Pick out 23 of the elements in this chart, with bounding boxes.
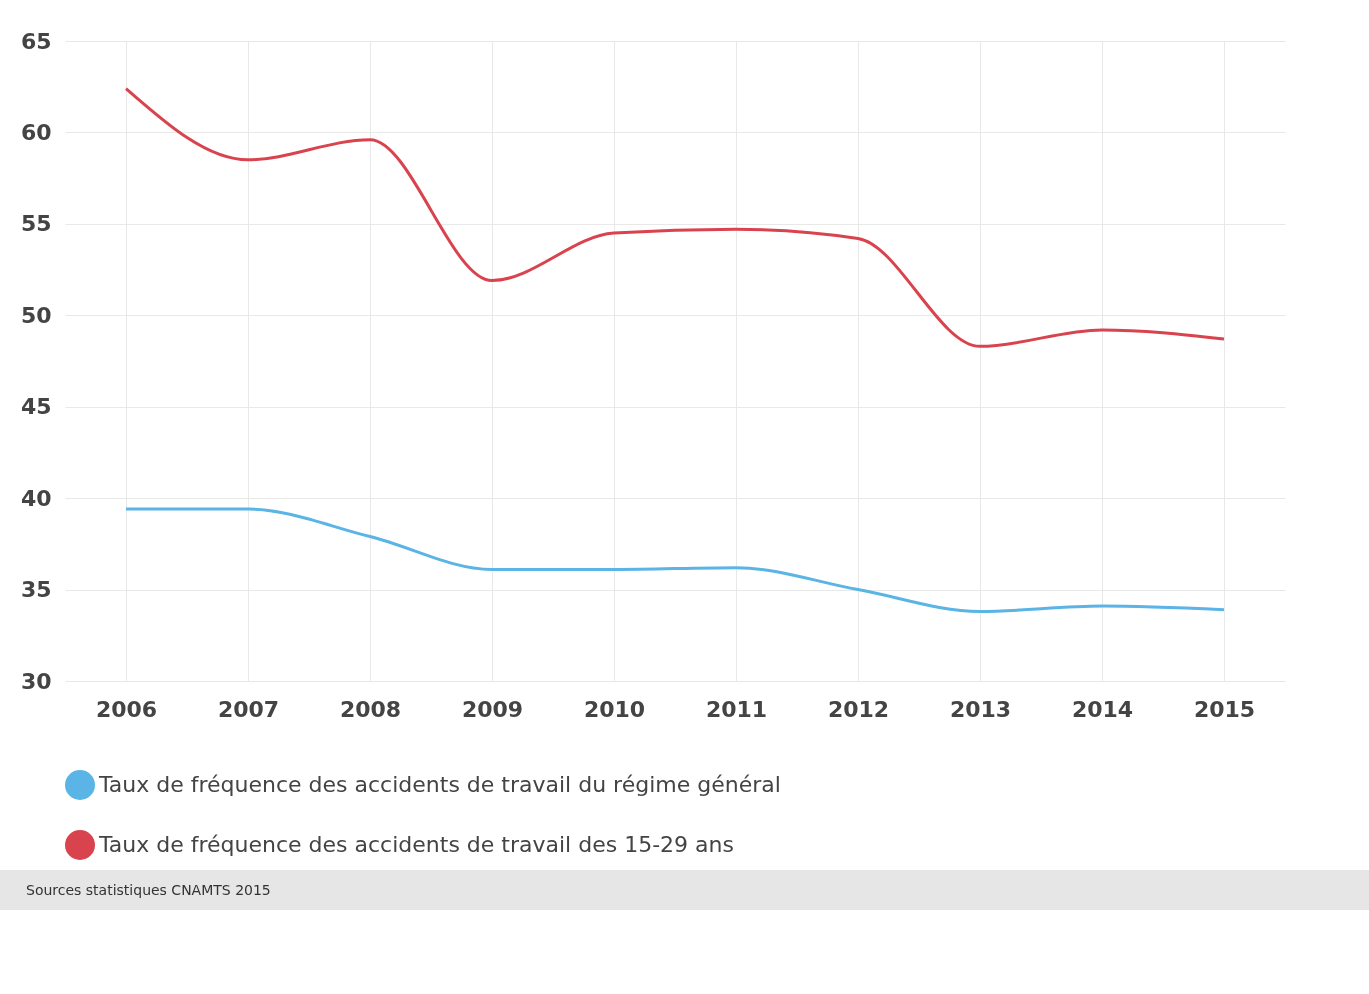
source-note: Sources statistiques CNAMTS 2015 xyxy=(0,870,1369,910)
legend-label: Taux de fréquence des accidents de travail des 15-29 ans xyxy=(98,832,734,857)
line-series xyxy=(124,507,1226,614)
x-tick-label: 2013 xyxy=(949,696,1012,722)
y-tick-label: 55 xyxy=(20,211,52,237)
x-tick-label: 2009 xyxy=(461,696,524,722)
line-series xyxy=(124,87,1226,348)
x-tick-label: 2006 xyxy=(95,696,158,722)
y-tick-label: 35 xyxy=(20,577,52,603)
x-tick-label: 2014 xyxy=(1071,696,1134,722)
y-tick-label: 45 xyxy=(20,394,52,420)
y-tick-label: 40 xyxy=(20,485,52,511)
legend-label: Taux de fréquence des accidents de travail du régime général xyxy=(98,772,781,797)
x-tick-label: 2010 xyxy=(583,696,646,722)
y-tick-label: 30 xyxy=(20,668,52,694)
y-tick-label: 65 xyxy=(20,28,52,54)
x-tick-label: 2012 xyxy=(827,696,890,722)
x-tick-label: 2008 xyxy=(339,696,402,722)
x-tick-label: 2011 xyxy=(705,696,768,722)
x-tick-label: 2007 xyxy=(217,696,280,722)
x-tick-label: 2015 xyxy=(1193,696,1256,722)
y-tick-label: 60 xyxy=(20,119,52,145)
y-tick-label: 50 xyxy=(20,302,52,328)
